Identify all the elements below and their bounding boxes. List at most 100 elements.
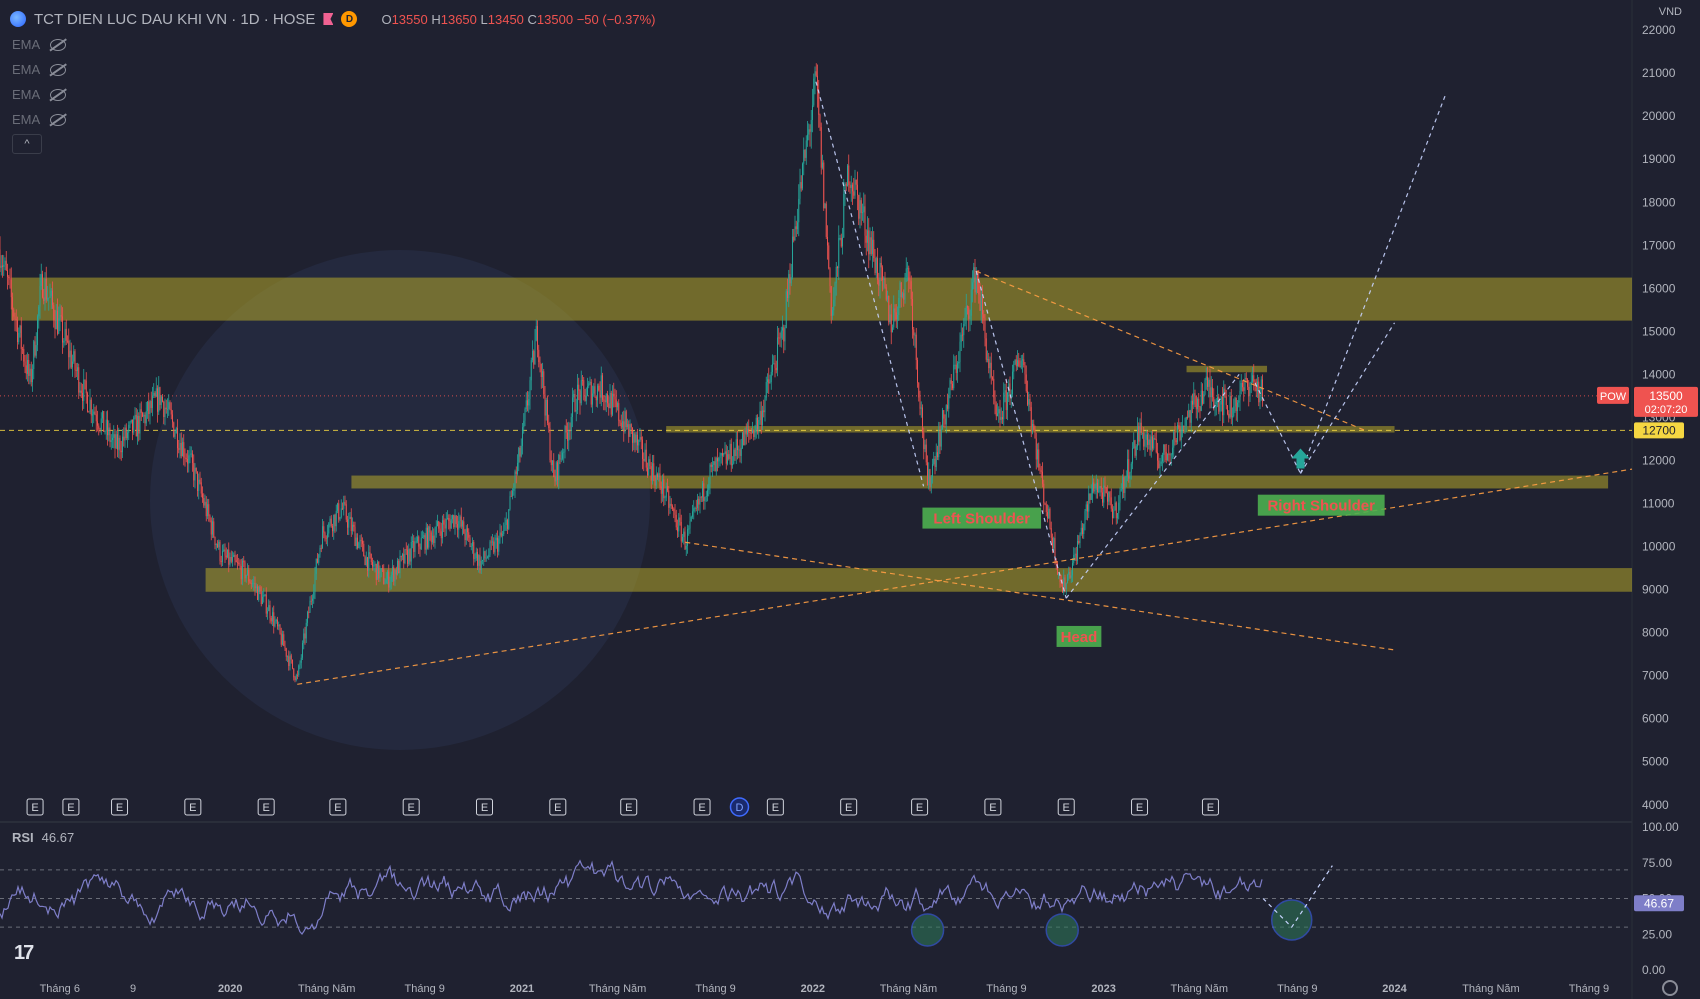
candle-body	[394, 569, 396, 582]
candle-body	[35, 345, 37, 356]
candle-body	[277, 619, 278, 627]
candle-body	[590, 381, 592, 405]
flag-icon[interactable]	[323, 13, 334, 25]
symbol-title[interactable]: TCT DIEN LUC DAU KHI VN · 1D · HOSE	[34, 10, 316, 28]
candle-body	[210, 520, 212, 535]
candle-body	[1113, 510, 1115, 519]
trend-line	[1065, 374, 1240, 599]
candle-body	[48, 297, 50, 299]
candle-body	[175, 428, 177, 434]
candle-body	[469, 537, 471, 547]
candle-body	[193, 462, 195, 481]
candle-body	[1047, 512, 1048, 519]
candle-body	[638, 440, 640, 446]
candle-body	[170, 409, 172, 415]
candle-body	[1115, 502, 1117, 519]
candle-body	[1102, 492, 1103, 503]
tradingview-logo[interactable]: 17	[14, 942, 34, 964]
candle-body	[1059, 574, 1061, 582]
candle-body	[472, 542, 473, 547]
candle-body	[1030, 407, 1032, 427]
candle-body	[362, 540, 363, 544]
candle-body	[829, 268, 831, 287]
candle-body	[1234, 397, 1236, 407]
eye-off-icon[interactable]	[50, 113, 67, 126]
candle-body	[727, 454, 728, 464]
candle-body	[1162, 454, 1163, 462]
candle-body	[610, 392, 612, 415]
trend-line	[1299, 94, 1447, 474]
candle-body	[582, 380, 583, 381]
indicator-list: EMA EMA EMA EMA	[12, 32, 67, 132]
candle-body	[134, 414, 136, 418]
earnings-marker	[984, 798, 1002, 816]
candle-body	[458, 521, 460, 530]
candle-body	[352, 524, 353, 531]
candle-body	[882, 267, 883, 281]
candle-body	[1014, 359, 1016, 365]
candle-body	[955, 364, 957, 373]
candle-body	[194, 467, 196, 481]
candle-body	[480, 560, 482, 571]
candle-body	[519, 447, 521, 457]
candle-body	[367, 557, 368, 571]
y-tick-label: 15000	[1642, 324, 1676, 338]
candle-body	[1158, 460, 1160, 468]
candle-body	[1145, 434, 1147, 440]
candle-body	[224, 549, 226, 556]
candle-body	[688, 528, 690, 530]
candle-body	[997, 413, 998, 417]
candle-body	[564, 426, 566, 452]
eye-off-icon[interactable]	[50, 88, 67, 101]
candle-body	[225, 555, 227, 558]
candle-body	[990, 362, 992, 378]
candle-body	[645, 449, 647, 468]
candle-body	[664, 497, 666, 499]
candle-body	[822, 162, 823, 168]
collapse-indicators-button[interactable]: ^	[12, 134, 42, 154]
gear-icon[interactable]	[1662, 980, 1678, 996]
candle-body	[78, 367, 80, 393]
candle-body	[457, 524, 458, 530]
currency-selector[interactable]: VND	[1658, 6, 1682, 18]
indicator-ema-1[interactable]: EMA	[12, 32, 67, 57]
candle-body	[847, 165, 848, 187]
candle-body	[684, 531, 686, 550]
candle-body	[620, 422, 622, 428]
candle-body	[849, 185, 851, 188]
candle-body	[1140, 422, 1142, 433]
candle-body	[238, 562, 240, 565]
candle-body	[1262, 379, 1263, 402]
indicator-ema-3[interactable]: EMA	[12, 82, 67, 107]
candle-body	[112, 437, 113, 441]
dividend-badge[interactable]: D	[341, 11, 358, 27]
candle-body	[428, 526, 430, 548]
candle-body	[1044, 502, 1046, 505]
candle-body	[29, 368, 31, 376]
eye-off-icon[interactable]	[50, 38, 67, 51]
candle-body	[759, 410, 761, 421]
candle-body	[572, 397, 573, 418]
indicator-ema-2[interactable]: EMA	[12, 57, 67, 82]
symbol-logo-icon[interactable]	[10, 11, 26, 27]
x-tick-label: Tháng Năm	[298, 983, 355, 995]
candle-body	[868, 230, 870, 255]
candle-body	[1172, 447, 1173, 455]
candle-body	[904, 277, 906, 300]
candle-body	[59, 315, 61, 319]
candle-body	[130, 419, 132, 423]
candle-body	[45, 278, 47, 300]
eye-off-icon[interactable]	[50, 63, 67, 76]
annotation-box	[1056, 625, 1102, 647]
candle-body	[612, 393, 613, 415]
candle-body	[524, 409, 526, 421]
candle-body	[962, 334, 963, 336]
candle-body	[1058, 574, 1060, 575]
candle-body	[775, 367, 777, 371]
candle-body	[139, 409, 141, 434]
candle-body	[397, 560, 398, 575]
indicator-ema-4[interactable]: EMA	[12, 107, 67, 132]
candle-body	[44, 278, 46, 302]
candle-body	[982, 297, 983, 315]
